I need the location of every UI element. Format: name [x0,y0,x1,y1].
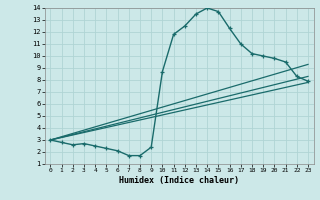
X-axis label: Humidex (Indice chaleur): Humidex (Indice chaleur) [119,176,239,185]
